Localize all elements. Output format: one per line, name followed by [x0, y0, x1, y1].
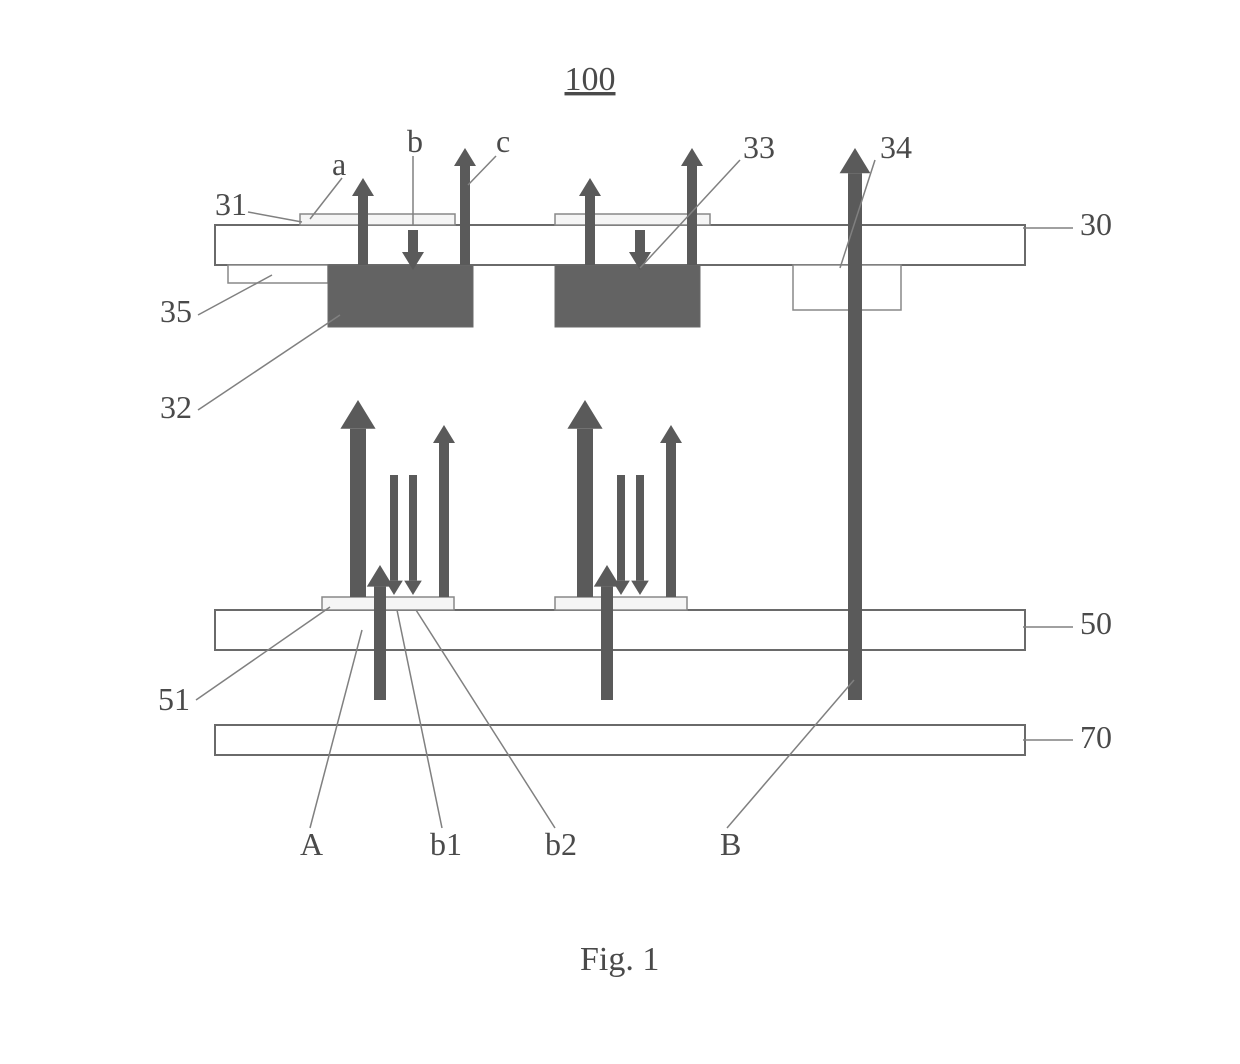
arrow-mid-down-2	[617, 475, 625, 581]
arrow-top-up-2-head	[579, 178, 601, 196]
arrow-mid-down-1	[409, 475, 417, 581]
leader-3	[248, 212, 302, 222]
arrow-top-down-0	[408, 230, 418, 252]
arrow-A-up-0-head	[340, 400, 375, 429]
ref-50: 50	[1080, 605, 1112, 641]
bar-30	[215, 225, 1025, 265]
arrow-mid-up-1	[666, 443, 676, 597]
label-a: a	[332, 146, 346, 182]
ref-51: 51	[158, 681, 190, 717]
arrow-A-up-1-head	[567, 400, 602, 429]
arrow-B-up-1	[601, 587, 613, 700]
ref-33: 33	[743, 129, 775, 165]
label-B: B	[720, 826, 741, 862]
arrow-mid-down-3	[636, 475, 644, 581]
leader-0	[310, 178, 342, 219]
label-b2: b2	[545, 826, 577, 862]
ref-30: 30	[1080, 206, 1112, 242]
arrow-A-up-0	[350, 429, 366, 597]
bar-50	[215, 610, 1025, 650]
arrow-top-up-0	[358, 196, 368, 265]
plate-31-1	[555, 214, 710, 225]
label-c: c	[496, 123, 510, 159]
figure-svg: 100 a b c 31 35 32 33 34 30 50 70 51 Ab1 b2 B Fig. 1	[0, 0, 1240, 1064]
leader-5	[198, 315, 340, 410]
figure-caption: Fig. 1	[580, 941, 659, 978]
arrow-top-down-1	[635, 230, 645, 252]
block-32	[328, 265, 473, 327]
arrow-B-up-2	[848, 173, 862, 700]
label-A: A	[300, 826, 323, 862]
arrow-mid-down-0	[390, 475, 398, 581]
arrow-top-up-1	[460, 166, 470, 265]
label-b1: b1	[430, 826, 462, 862]
arrow-mid-down-3-head	[631, 581, 649, 595]
arrow-mid-up-0-head	[433, 425, 455, 443]
ref-35: 35	[160, 293, 192, 329]
arrow-mid-up-0	[439, 443, 449, 597]
figure-id: 100	[565, 61, 616, 98]
plate-51-1	[555, 597, 687, 610]
arrow-B-up-0-head	[367, 565, 393, 587]
ref-70: 70	[1080, 719, 1112, 755]
arrow-top-up-3-head	[681, 148, 703, 166]
plate-31-0	[300, 214, 455, 225]
arrow-top-up-2	[585, 196, 595, 265]
ref-31: 31	[215, 186, 247, 222]
arrow-top-up-1-head	[454, 148, 476, 166]
arrow-B-up-1-head	[594, 565, 620, 587]
block-33	[555, 265, 700, 327]
plate-34-0	[793, 265, 901, 310]
plate-35-0	[228, 265, 328, 283]
label-b: b	[407, 123, 423, 159]
arrow-A-up-1	[577, 429, 593, 597]
arrow-B-up-2-head	[840, 148, 871, 173]
arrow-top-up-0-head	[352, 178, 374, 196]
ref-34: 34	[880, 129, 912, 165]
arrow-mid-down-1-head	[404, 581, 422, 595]
arrow-B-up-0	[374, 587, 386, 700]
arrow-mid-up-1-head	[660, 425, 682, 443]
plate-51-0	[322, 597, 454, 610]
ref-32: 32	[160, 389, 192, 425]
